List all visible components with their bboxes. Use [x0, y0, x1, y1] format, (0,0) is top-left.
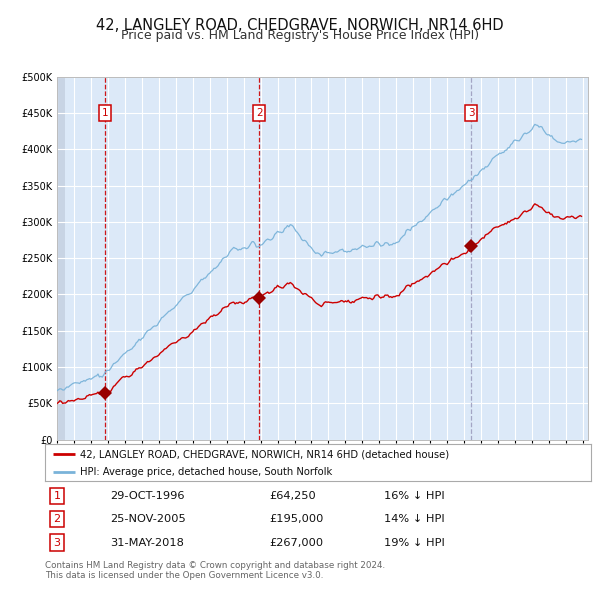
Text: 3: 3 [468, 108, 475, 118]
Text: 42, LANGLEY ROAD, CHEDGRAVE, NORWICH, NR14 6HD (detached house): 42, LANGLEY ROAD, CHEDGRAVE, NORWICH, NR… [80, 449, 449, 459]
Text: 2: 2 [256, 108, 262, 118]
Text: Price paid vs. HM Land Registry's House Price Index (HPI): Price paid vs. HM Land Registry's House … [121, 29, 479, 42]
Text: 3: 3 [53, 537, 61, 548]
Text: 1: 1 [53, 491, 61, 501]
Text: 19% ↓ HPI: 19% ↓ HPI [383, 537, 445, 548]
Text: £64,250: £64,250 [269, 491, 316, 501]
Text: 14% ↓ HPI: 14% ↓ HPI [383, 514, 444, 524]
Text: 42, LANGLEY ROAD, CHEDGRAVE, NORWICH, NR14 6HD: 42, LANGLEY ROAD, CHEDGRAVE, NORWICH, NR… [96, 18, 504, 32]
Text: 2: 2 [53, 514, 61, 524]
Text: 29-OCT-1996: 29-OCT-1996 [110, 491, 185, 501]
Text: 1: 1 [102, 108, 109, 118]
Bar [57, 77, 65, 440]
Text: 31-MAY-2018: 31-MAY-2018 [110, 537, 184, 548]
Text: Contains HM Land Registry data © Crown copyright and database right 2024.: Contains HM Land Registry data © Crown c… [45, 560, 385, 569]
Text: This data is licensed under the Open Government Licence v3.0.: This data is licensed under the Open Gov… [45, 571, 323, 579]
Text: 16% ↓ HPI: 16% ↓ HPI [383, 491, 444, 501]
Text: £195,000: £195,000 [269, 514, 323, 524]
Text: HPI: Average price, detached house, South Norfolk: HPI: Average price, detached house, Sout… [80, 467, 333, 477]
Text: £267,000: £267,000 [269, 537, 323, 548]
Text: 25-NOV-2005: 25-NOV-2005 [110, 514, 186, 524]
